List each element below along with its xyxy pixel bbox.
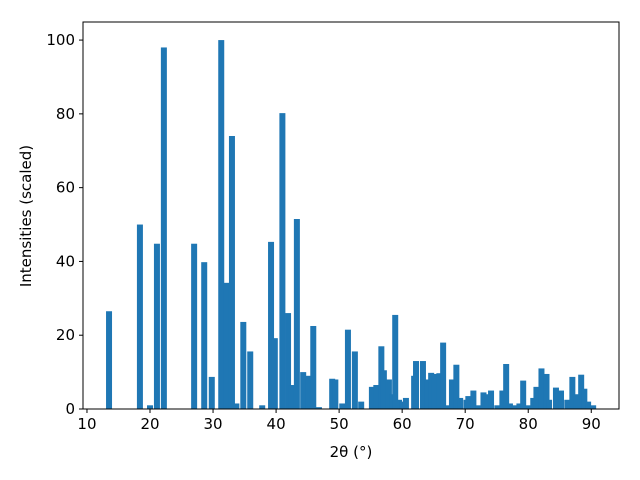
- bar: [240, 321, 247, 409]
- bar: [475, 405, 482, 409]
- bar: [293, 219, 300, 409]
- x-tick-label: 60: [393, 415, 412, 433]
- bar: [590, 405, 597, 409]
- bar: [503, 363, 510, 409]
- bar: [424, 379, 431, 409]
- x-tick-label: 50: [330, 415, 349, 433]
- bar: [569, 376, 576, 409]
- bar: [223, 282, 230, 409]
- y-tick-label: 0: [65, 400, 75, 418]
- bar: [443, 405, 450, 409]
- bar: [470, 390, 477, 409]
- bar: [288, 385, 295, 409]
- bar: [413, 361, 420, 409]
- y-tick-label: 80: [56, 105, 75, 123]
- bar: [465, 396, 472, 409]
- x-tick-label: 70: [456, 415, 475, 433]
- bar: [436, 373, 443, 409]
- bar: [399, 401, 406, 409]
- bar: [351, 351, 358, 409]
- y-tick-label: 100: [46, 31, 75, 49]
- bar: [533, 386, 540, 409]
- bar: [380, 370, 387, 409]
- bar: [201, 262, 208, 409]
- bar: [389, 394, 396, 409]
- bar: [419, 361, 426, 409]
- bar: [279, 113, 286, 409]
- x-tick-label: 30: [203, 415, 222, 433]
- x-tick-label: 40: [267, 415, 286, 433]
- bar: [305, 375, 312, 409]
- bar: [332, 379, 339, 409]
- bar: [373, 385, 380, 409]
- bar: [160, 47, 167, 409]
- x-axis-label: 2θ (°): [330, 443, 373, 461]
- x-tick-label: 20: [140, 415, 159, 433]
- y-tick-label: 40: [56, 252, 75, 270]
- bar: [440, 342, 447, 409]
- bar: [310, 325, 317, 409]
- bar: [344, 329, 351, 409]
- bar: [428, 372, 435, 409]
- bar: [285, 313, 292, 409]
- y-tick-label: 20: [56, 326, 75, 344]
- bar: [564, 399, 571, 409]
- bar: [153, 243, 160, 409]
- bar: [271, 338, 278, 409]
- y-tick-label: 60: [56, 179, 75, 197]
- bar: [385, 379, 392, 409]
- bar: [358, 401, 365, 409]
- bar: [453, 364, 460, 409]
- bar: [516, 403, 523, 409]
- bar: [247, 351, 254, 409]
- bar: [499, 390, 506, 409]
- bar: [448, 379, 455, 409]
- bar: [233, 403, 240, 409]
- bar: [268, 241, 275, 409]
- bar: [543, 373, 550, 409]
- bar: [578, 374, 585, 409]
- bar: [392, 314, 399, 409]
- x-tick-label: 90: [582, 415, 601, 433]
- bar: [315, 407, 322, 409]
- bar: [147, 405, 154, 409]
- bar: [525, 405, 532, 409]
- bar: [106, 311, 113, 409]
- x-tick-label: 10: [77, 415, 96, 433]
- bar: [552, 387, 559, 409]
- bar: [494, 405, 501, 409]
- bar: [581, 388, 588, 409]
- bar: [431, 373, 438, 409]
- bar: [259, 405, 266, 409]
- bar: [136, 224, 143, 409]
- bar: [457, 397, 464, 409]
- bar: [218, 40, 225, 410]
- bar: [573, 394, 580, 409]
- bar: [368, 386, 375, 409]
- bar: [300, 372, 307, 409]
- bar: [558, 390, 565, 409]
- bar: [546, 399, 553, 409]
- bar: [585, 401, 592, 409]
- bar: [396, 399, 403, 409]
- bar: [520, 380, 527, 409]
- bar: [538, 368, 545, 409]
- bar: [208, 376, 215, 409]
- bar: [488, 390, 495, 409]
- x-tick-label: 80: [519, 415, 538, 433]
- bar: [506, 403, 513, 409]
- bar: [402, 397, 409, 409]
- y-axis-label: Intensities (scaled): [17, 145, 35, 287]
- bar: [339, 403, 346, 409]
- plot-frame: [82, 21, 620, 410]
- bar: [191, 243, 198, 409]
- bar: [480, 392, 487, 409]
- bar: [530, 397, 537, 409]
- bar: [484, 394, 491, 409]
- bar: [511, 405, 518, 409]
- bar: [329, 378, 336, 409]
- bar: [228, 135, 235, 410]
